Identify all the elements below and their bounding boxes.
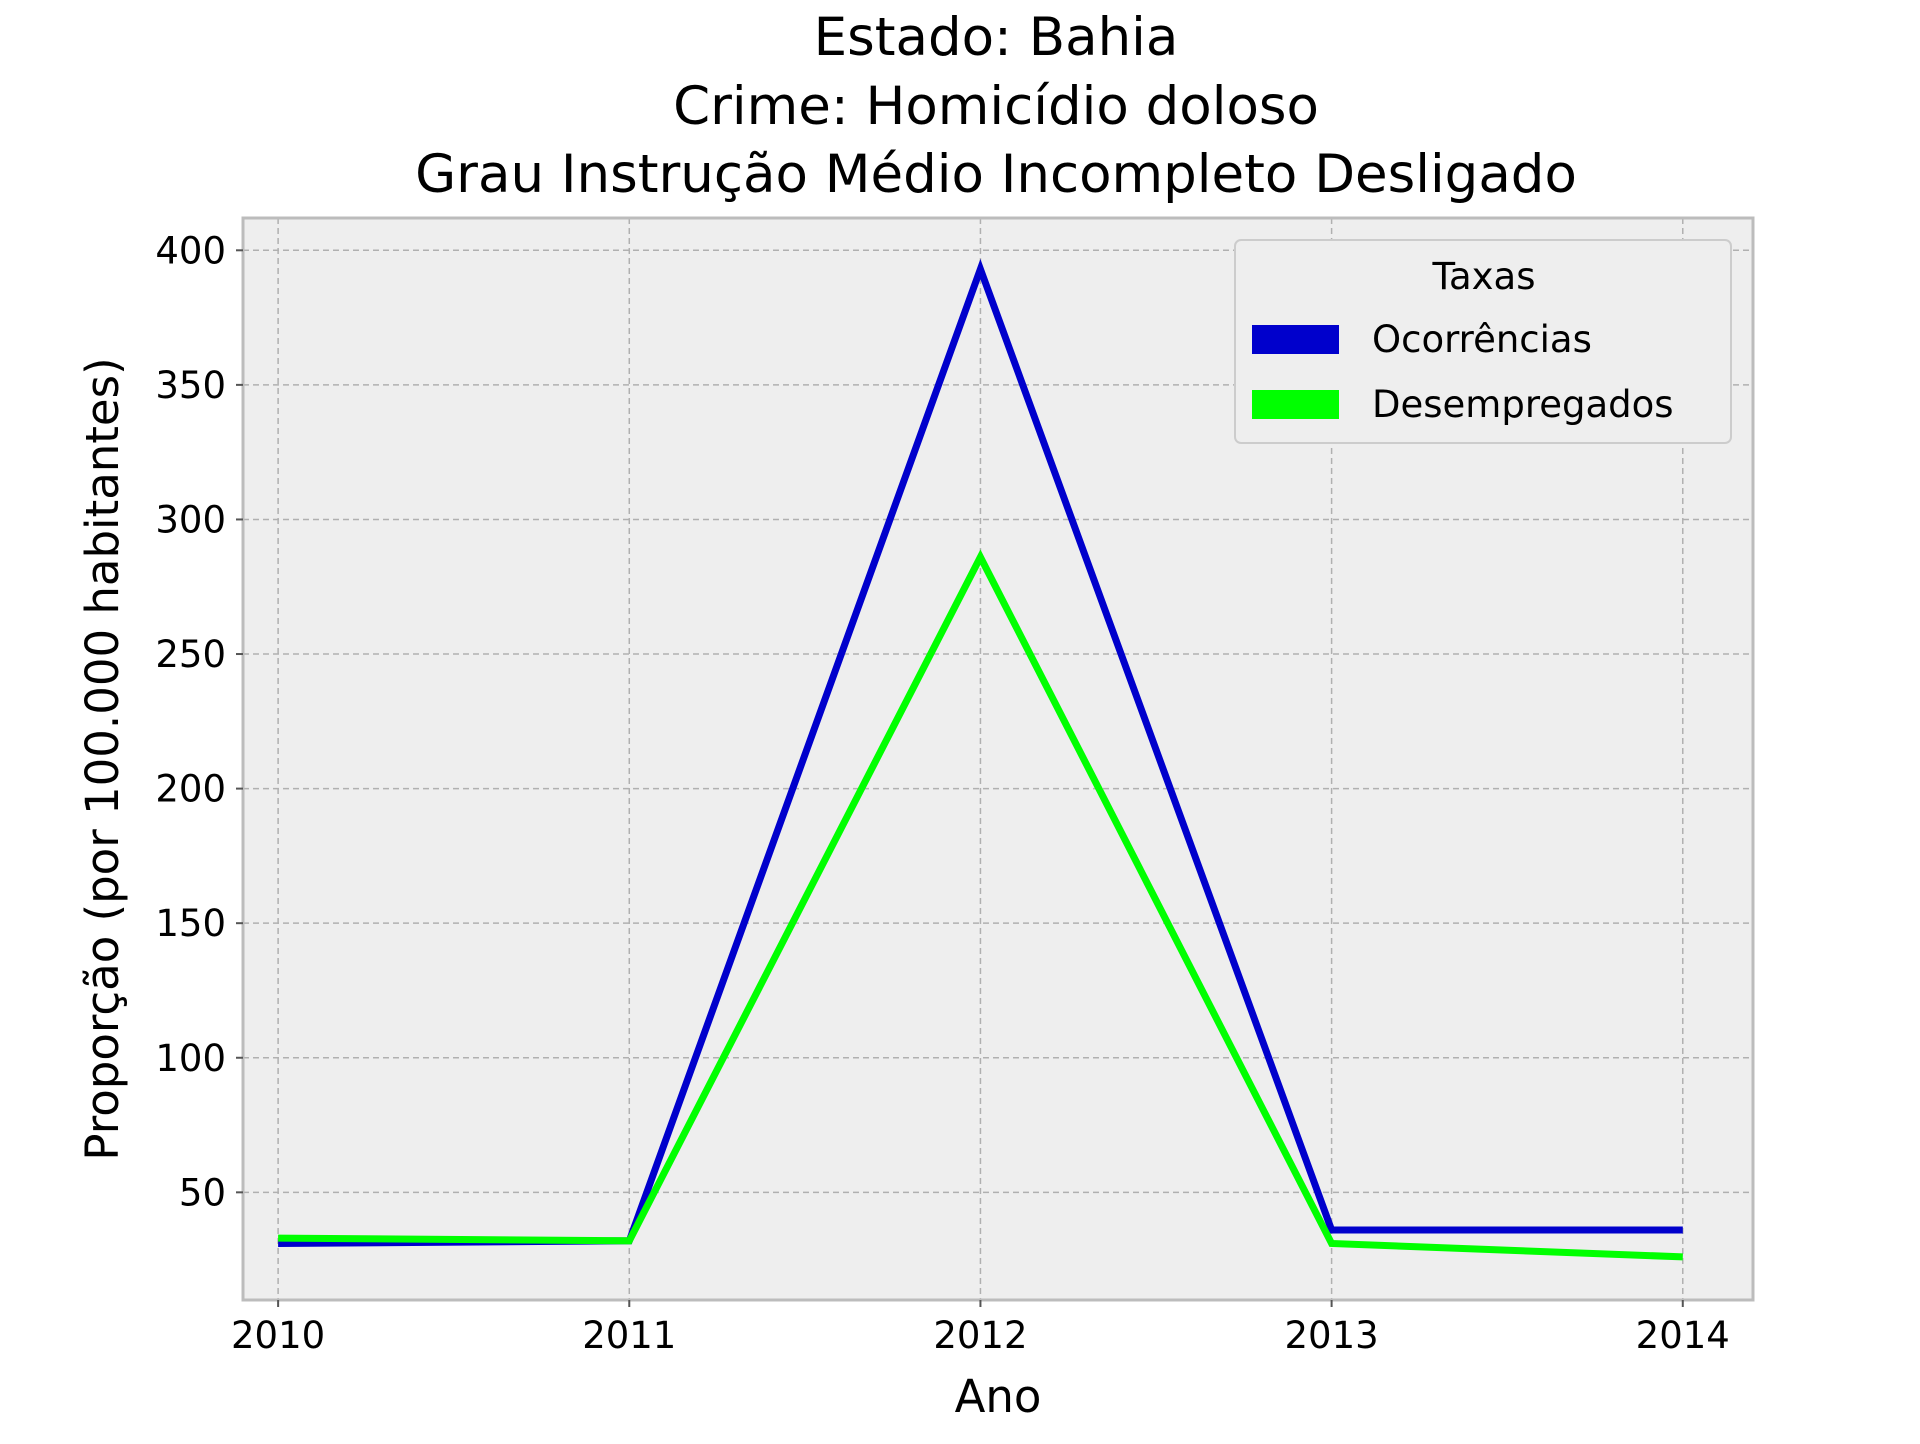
- chart-title: Estado: Bahia Crime: Homicídio doloso Gr…: [415, 7, 1577, 205]
- title-line-2: Crime: Homicídio doloso: [673, 76, 1319, 137]
- y-tick-label-350: 350: [155, 364, 226, 407]
- x-tick-label-2012: 2012: [933, 1314, 1027, 1357]
- legend-swatch-ocorrencias: [1252, 325, 1339, 354]
- title-line-1: Estado: Bahia: [814, 7, 1179, 68]
- legend-box: [1234, 239, 1732, 444]
- y-tick-label-50: 50: [179, 1171, 226, 1214]
- y-tick-label-200: 200: [155, 768, 226, 811]
- grid-lines: [243, 218, 1753, 1300]
- y-tick-label-300: 300: [155, 498, 226, 541]
- x-tick-label-2010: 2010: [231, 1314, 325, 1357]
- y-axis-ticks: 50 100 150 200 250 300 350 400: [155, 229, 243, 1214]
- legend-label-desempregados: Desempregados: [1372, 383, 1674, 426]
- y-tick-label-250: 250: [155, 633, 226, 676]
- y-tick-label-100: 100: [155, 1037, 226, 1080]
- plot-frame: [241, 216, 1755, 1302]
- legend-swatch-desempregados: [1252, 390, 1339, 419]
- x-tick-label-2011: 2011: [582, 1314, 676, 1357]
- series-lines: [278, 258, 1683, 1261]
- x-axis-label: Ano: [955, 1370, 1042, 1423]
- x-axis-ticks: 2010 2011 2012 2013 2014: [231, 1300, 1730, 1357]
- legend: Taxas Ocorrências Desempregados: [1234, 239, 1732, 444]
- y-axis-label: Proporção (por 100.000 habitantes): [76, 357, 129, 1160]
- legend-title: Taxas: [1432, 255, 1536, 298]
- legend-label-ocorrencias: Ocorrências: [1372, 318, 1592, 361]
- series-line-desempregados: [278, 549, 1683, 1261]
- x-tick-label-2013: 2013: [1285, 1314, 1379, 1357]
- title-line-3: Grau Instrução Médio Incompleto Desligad…: [415, 144, 1577, 205]
- x-tick-label-2014: 2014: [1636, 1314, 1730, 1357]
- y-tick-label-400: 400: [155, 229, 226, 272]
- y-tick-label-150: 150: [155, 902, 226, 945]
